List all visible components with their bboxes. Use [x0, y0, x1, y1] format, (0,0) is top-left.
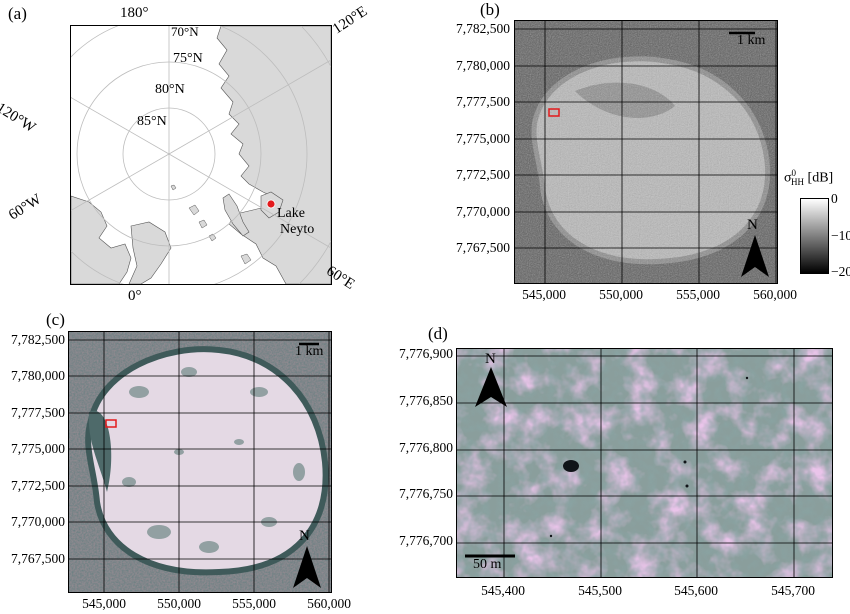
lat-75-label: 75°N: [173, 51, 203, 66]
panel-c-optical-image: 1 km N: [68, 331, 332, 593]
colorbar-tick: −10: [831, 228, 850, 243]
north-arrow-c: [293, 546, 321, 588]
scale-bar-d: 50 m: [473, 557, 502, 572]
lat-70-label: 70°N: [171, 25, 199, 39]
panel-a-label: (a): [8, 4, 27, 23]
scale-bar-b: 1 km: [737, 33, 766, 48]
b-xtick: 550,000: [599, 287, 643, 302]
c-xtick: 560,000: [307, 596, 351, 611]
lake-neyto-marker: [266, 199, 276, 209]
north-label-d: N: [485, 351, 496, 367]
d-ytick: 7,776,850: [399, 393, 453, 408]
c-xtick: 555,000: [232, 596, 276, 611]
colorbar-sub: HH: [791, 177, 805, 188]
colorbar-symbol: σ: [784, 170, 792, 186]
small-pond: [563, 460, 579, 472]
d-xtick: 545,700: [771, 583, 815, 598]
lat-80-label: 80°N: [155, 82, 185, 97]
panel-c-label: (c): [46, 310, 65, 329]
panel-d-optical-zoom: N 50 m: [456, 348, 833, 578]
d-xtick: 545,500: [578, 583, 622, 598]
c-ytick: 7,767,500: [11, 551, 65, 566]
north-label-c: N: [299, 528, 310, 544]
b-ytick: 7,775,000: [456, 131, 510, 146]
site-box-b: [548, 108, 560, 117]
colorbar: [800, 198, 829, 274]
meridian-0-label: 0°: [128, 288, 142, 304]
greenland-landmass: [128, 221, 172, 284]
panel-a-polar-map: 70°N 75°N 80°N 85°N Lake Neyto: [70, 25, 332, 285]
north-arrow-d: [475, 367, 507, 407]
b-xtick: 560,000: [753, 287, 797, 302]
b-ytick: 7,780,000: [456, 58, 510, 73]
c-ytick: 7,777,500: [11, 405, 65, 420]
d-ytick: 7,776,700: [399, 533, 453, 548]
c-xtick: 545,000: [82, 596, 126, 611]
colorbar-sup: 0: [791, 168, 797, 178]
c-ytick: 7,770,000: [11, 514, 65, 529]
meridian-120e-label: 120°E: [330, 3, 371, 38]
b-xtick: 555,000: [676, 287, 720, 302]
d-ytick: 7,776,900: [399, 346, 453, 361]
meridian-60w-label: 60°W: [6, 191, 45, 224]
b-ytick: 7,770,000: [456, 204, 510, 219]
site-name-line2: Neyto: [280, 222, 315, 237]
site-name-line1: Lake: [277, 206, 305, 221]
meridian-120w-label: 120°W: [0, 100, 39, 137]
scale-bar-c: 1 km: [295, 344, 324, 359]
c-ytick: 7,772,500: [11, 478, 65, 493]
lat-85-label: 85°N: [137, 114, 167, 129]
north-arrow-b: [741, 235, 769, 277]
d-xtick: 545,400: [481, 583, 525, 598]
site-name-label: Lake Neyto: [277, 206, 314, 238]
b-xtick: 545,000: [522, 287, 566, 302]
b-ytick: 7,782,500: [456, 21, 510, 36]
meridian-60e-label: 60°E: [323, 263, 358, 293]
b-ytick: 7,767,500: [456, 240, 510, 255]
panel-d-label: (d): [428, 324, 448, 343]
panel-b-label: (b): [480, 0, 500, 19]
north-america-landmass: [71, 195, 132, 284]
d-ytick: 7,776,800: [399, 440, 453, 455]
lake-outline-optical: [85, 346, 329, 576]
site-box-c: [105, 419, 117, 428]
colorbar-title: σ0HH [dB]: [784, 168, 833, 187]
meridian-180-label: 180°: [120, 5, 149, 21]
b-ytick: 7,772,500: [456, 167, 510, 182]
colorbar-tick: −20: [831, 264, 850, 279]
d-ytick: 7,776,750: [399, 486, 453, 501]
c-xtick: 550,000: [157, 596, 201, 611]
b-ytick: 7,777,500: [456, 94, 510, 109]
c-ytick: 7,780,000: [11, 368, 65, 383]
d-xtick: 545,600: [674, 583, 718, 598]
c-ytick: 7,782,500: [11, 332, 65, 347]
colorbar-unit: [dB]: [807, 170, 834, 186]
colorbar-tick: 0: [831, 191, 838, 206]
novaya-zemlya: [222, 193, 250, 237]
panel-b-sar-image: 1 km N: [514, 20, 778, 284]
c-ytick: 7,775,000: [11, 441, 65, 456]
north-label-b: N: [747, 217, 758, 233]
eurasia-landmass: [216, 26, 331, 284]
